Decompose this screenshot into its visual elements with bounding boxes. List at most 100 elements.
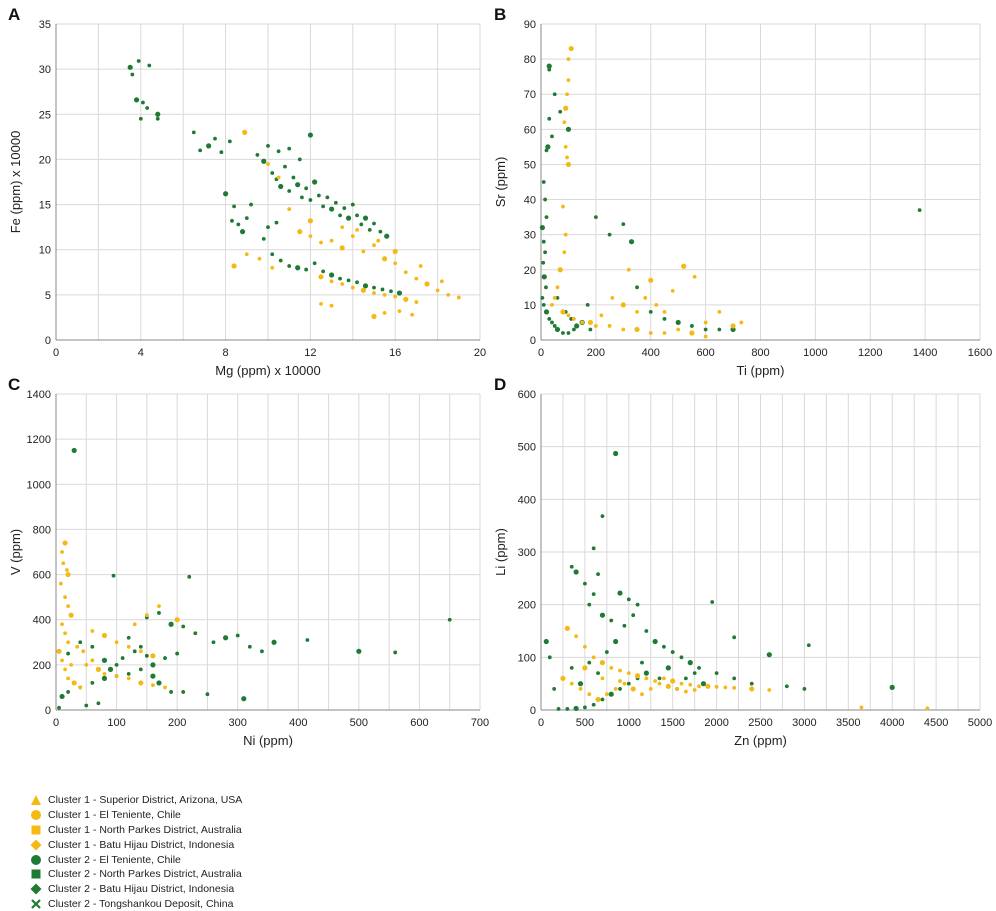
data-point: [569, 317, 574, 321]
y-tick-label: 800: [33, 524, 51, 536]
data-point: [355, 227, 359, 232]
data-point: [644, 676, 649, 681]
y-tick-label: 35: [39, 19, 51, 31]
data-point: [585, 302, 590, 307]
data-point: [665, 665, 671, 671]
x-tick-label: 0: [538, 717, 544, 729]
data-point: [688, 682, 693, 687]
data-point: [543, 638, 549, 645]
data-point: [372, 291, 376, 295]
data-point: [591, 592, 596, 597]
data-point: [156, 680, 162, 686]
data-point: [635, 285, 639, 290]
y-tick-label: 300: [518, 547, 536, 559]
data-point: [307, 218, 313, 224]
data-point: [144, 653, 149, 658]
legend-item: Cluster 1 - Superior District, Arizona, …: [30, 793, 242, 808]
x-tick-label: 1400: [913, 347, 937, 359]
data-point: [163, 656, 167, 660]
data-point: [574, 634, 579, 639]
x-tick-label: 200: [587, 347, 605, 359]
data-point: [552, 92, 557, 97]
data-point: [566, 78, 571, 83]
data-point: [556, 707, 561, 711]
data-point: [340, 282, 345, 286]
data-point: [329, 206, 335, 212]
data-point: [580, 320, 585, 325]
data-point: [654, 302, 659, 307]
data-point: [371, 313, 377, 320]
panel-c: 0 100 200 300 400 500 600 700 0 200 400 600 800 1000 1…: [8, 375, 489, 748]
data-point: [561, 204, 565, 209]
data-point: [144, 613, 149, 618]
data-point: [557, 267, 563, 273]
data-point: [424, 281, 430, 287]
data-point: [249, 202, 253, 207]
data-point: [566, 313, 571, 318]
data-point: [84, 703, 89, 708]
data-point: [414, 300, 419, 304]
legend-label: Cluster 2 - Batu Hijau District, Indones…: [48, 883, 235, 896]
data-point: [591, 546, 596, 551]
data-point: [583, 705, 587, 710]
data-point: [270, 265, 275, 270]
data-point: [555, 285, 560, 290]
data-point: [446, 292, 451, 297]
y-tick-label: 0: [45, 335, 51, 347]
y-axis-title: Fe (ppm) x 10000: [8, 131, 23, 234]
x-tick-label: 500: [350, 717, 368, 729]
data-point: [714, 684, 719, 689]
data-point: [270, 171, 275, 175]
data-point: [392, 248, 398, 255]
data-point: [174, 617, 180, 623]
data-point: [700, 681, 707, 687]
data-point: [270, 252, 275, 257]
data-point: [329, 272, 335, 278]
legend-item: Cluster 2 - El Teniente, Chile: [30, 852, 242, 867]
data-point: [62, 540, 68, 546]
data-point: [283, 164, 287, 169]
data-point: [132, 622, 137, 627]
data-point: [732, 685, 737, 690]
data-point: [287, 189, 292, 193]
legend-label: Cluster 1 - Superior District, Arizona, …: [48, 794, 243, 807]
data-point: [618, 668, 622, 673]
data-point: [600, 676, 605, 681]
data-point: [345, 215, 352, 221]
data-point: [546, 63, 552, 69]
data-point: [312, 261, 317, 266]
y-tick-label: 600: [518, 389, 536, 401]
data-point: [247, 644, 252, 649]
data-point: [321, 204, 326, 209]
data-point: [626, 681, 631, 686]
data-point: [271, 639, 277, 645]
data-point: [610, 295, 615, 300]
data-point: [75, 644, 80, 649]
legend-marker-diamond-icon: [30, 839, 42, 851]
x-tick-label: 16: [389, 347, 401, 359]
data-point: [350, 234, 355, 239]
data-point: [583, 581, 587, 586]
data-point: [90, 644, 95, 649]
y-tick-label: 400: [518, 494, 536, 506]
data-point: [287, 207, 292, 211]
legend-marker-diamond-icon: [30, 883, 42, 895]
legend-label: Cluster 1 - El Teniente, Chile: [48, 809, 181, 822]
data-point: [350, 202, 355, 207]
data-point: [609, 665, 614, 670]
y-tick-label: 50: [524, 159, 536, 171]
data-point: [587, 660, 592, 665]
y-tick-label: 0: [530, 335, 536, 347]
data-point: [640, 660, 644, 665]
data-point: [692, 274, 697, 279]
data-point: [609, 618, 614, 623]
data-point: [157, 611, 161, 615]
x-tick-label: 700: [471, 717, 489, 729]
data-point: [356, 648, 362, 654]
data-point: [587, 692, 592, 697]
y-axis-title: V (ppm): [8, 529, 23, 575]
data-point: [60, 550, 64, 554]
panel-letter: C: [8, 375, 20, 394]
